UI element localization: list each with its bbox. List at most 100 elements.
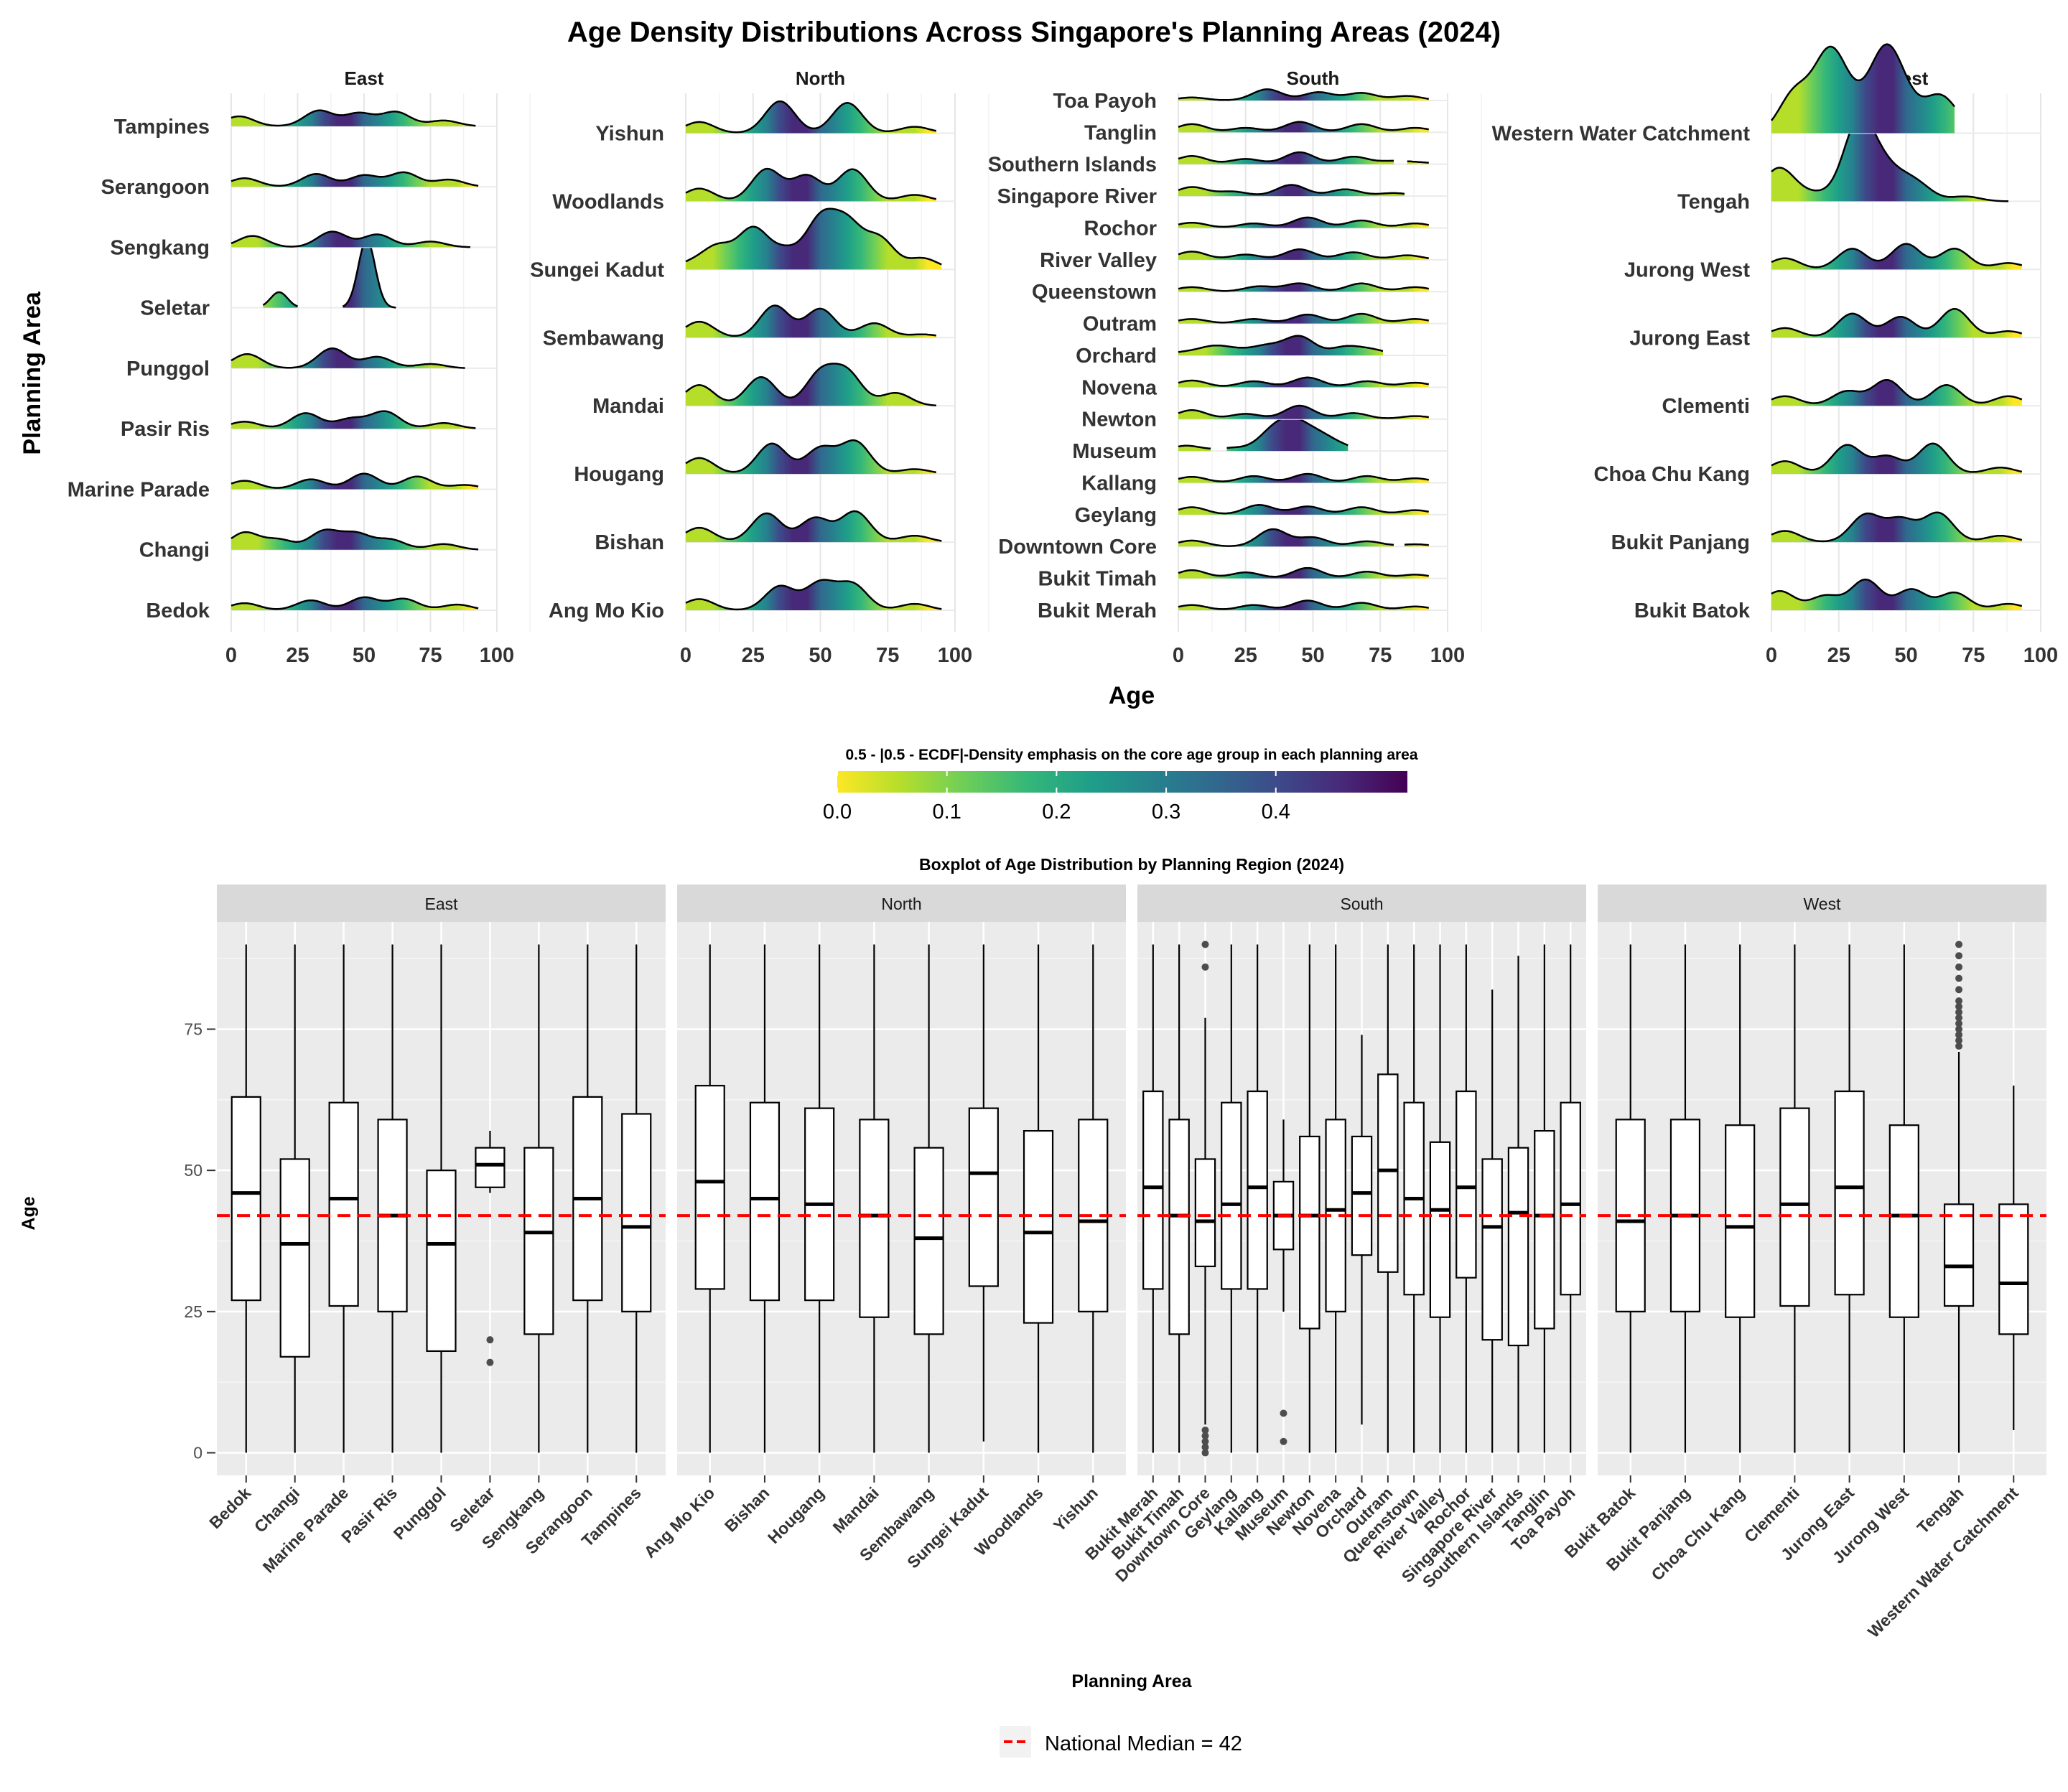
- box-outlier: [1955, 1042, 1963, 1050]
- ridge-outline: [1178, 88, 1429, 101]
- box-iqr: [859, 1119, 890, 1318]
- colorbar-title: 0.5 - |0.5 - ECDF|-Density emphasis on t…: [845, 747, 1417, 763]
- ridge-x-tick-label: 25: [742, 644, 765, 667]
- ridge-outline: [230, 596, 479, 610]
- ridge-area: [686, 169, 936, 202]
- ridge-panel-north: North 0 25 50 75 100 Ang Mo Kio Bishan Hougang Ma…: [530, 67, 989, 667]
- ridge-area-label: Marine Parade: [67, 478, 210, 501]
- box-panel-strip: [677, 885, 1126, 922]
- ridge-outline: [1178, 248, 1429, 259]
- ridge-outline: [1771, 243, 2023, 269]
- ridge-outline: [1178, 528, 1394, 547]
- ridge-area-label: Bishan: [595, 531, 664, 554]
- box-x-tick-label: Bedok: [205, 1483, 254, 1532]
- box-outlier: [1955, 1019, 1963, 1027]
- ridge-outline: [685, 363, 936, 407]
- ridge-outline: [1178, 376, 1429, 387]
- ridge-x-tick-label: 50: [1301, 644, 1324, 667]
- box-outlier: [1955, 1037, 1963, 1045]
- ridge-area: [231, 110, 476, 126]
- ridge-outline: [1404, 543, 1429, 546]
- ridge-area: [686, 208, 942, 270]
- box-y-tick-label: 0: [193, 1444, 202, 1462]
- box-iqr: [426, 1170, 457, 1353]
- ridge-x-tick-label: 100: [480, 644, 514, 667]
- box-iqr: [1247, 1090, 1268, 1290]
- ridge-area-label: Bedok: [146, 599, 210, 622]
- box-outlier: [1955, 1031, 1963, 1039]
- ridge-outline: [1178, 335, 1384, 353]
- ridge-area-label: Singapore River: [997, 185, 1157, 208]
- colorbar-tick-label: 0.0: [823, 801, 852, 823]
- box-x-tick-label: Hougang: [764, 1483, 828, 1547]
- box-outlier: [1955, 1025, 1963, 1033]
- ridge-area-label: River Valley: [1040, 249, 1157, 272]
- ridgeline-chart: East 0 25 50 75 100 Bedok Changi Marine Parade Pa…: [67, 43, 2058, 667]
- box-title: Boxplot of Age Distribution by Planning …: [919, 855, 1344, 874]
- ridge-area: [1226, 416, 1349, 452]
- ridge-outline: [1178, 121, 1429, 131]
- box-panel-title: North: [881, 895, 921, 913]
- ridge-area-label: Mandai: [592, 395, 664, 418]
- box-outlier: [486, 1336, 494, 1344]
- ridge-area: [1178, 474, 1429, 483]
- ridge-area-label: Rochor: [1084, 217, 1158, 240]
- box-y-tick-label: 50: [184, 1161, 202, 1180]
- box-outlier: [1201, 1427, 1209, 1434]
- ridge-outline: [1178, 504, 1429, 515]
- box-iqr: [230, 1096, 261, 1302]
- box-outlier: [1201, 1437, 1209, 1445]
- ridge-area: [263, 292, 298, 308]
- colorbar: 0.5 - |0.5 - ECDF|-Density emphasis on t…: [823, 747, 1418, 823]
- ridge-outline: [1178, 472, 1430, 482]
- ridge-outline: [685, 439, 936, 474]
- ridge-area-label: Newton: [1081, 409, 1157, 431]
- box-iqr: [1998, 1203, 2029, 1335]
- colorbar-tick-label: 0.4: [1262, 801, 1290, 823]
- ridge-x-tick-label: 50: [353, 644, 376, 667]
- ridge-outline: [685, 100, 937, 134]
- ridge-area: [1178, 529, 1394, 547]
- ridge-area-label: Jurong East: [1629, 327, 1750, 350]
- ridge-outline: [1178, 151, 1394, 163]
- ridge-area: [686, 579, 942, 610]
- ridge-area: [231, 411, 476, 429]
- box-iqr: [475, 1147, 506, 1188]
- ridge-area-label: Jurong West: [1624, 258, 1750, 281]
- box-x-tick-label: Yishun: [1050, 1483, 1101, 1535]
- ridge-outline: [1771, 578, 2023, 607]
- ridge-panel-title: North: [796, 67, 845, 89]
- ridge-x-tick-label: 100: [2023, 644, 2058, 667]
- ridge-outline: [1178, 566, 1429, 578]
- ridge-area: [231, 231, 470, 248]
- ridge-area-label: Museum: [1072, 440, 1157, 463]
- ridge-x-axis-label: Age: [1109, 682, 1155, 709]
- box-iqr: [913, 1147, 944, 1335]
- ridge-x-tick-label: 50: [1894, 644, 1917, 667]
- box-iqr: [1023, 1129, 1054, 1324]
- ridge-panel-title: South: [1287, 67, 1340, 89]
- box-x-tick-label: Ang Mo Kio: [641, 1483, 719, 1562]
- ridge-area-label: Downtown Core: [998, 536, 1157, 559]
- ridge-outline: [262, 291, 298, 307]
- box-outlier: [1955, 974, 1963, 982]
- ridge-outline: [1178, 184, 1405, 195]
- ridge-area-label: Ang Mo Kio: [549, 599, 664, 622]
- ridge-outline: [685, 167, 937, 200]
- box-iqr: [1507, 1147, 1529, 1347]
- ridge-area: [1178, 89, 1429, 101]
- ridge-area: [343, 240, 396, 308]
- ridge-area-label: Outram: [1083, 313, 1157, 336]
- ridge-y-axis-label: Planning Area: [19, 291, 46, 454]
- box-x-tick-label: Tengah: [1914, 1483, 1967, 1537]
- ridge-area-label: Sungei Kadut: [530, 258, 664, 281]
- ridge-area: [231, 597, 479, 610]
- ridge-area: [1178, 249, 1429, 260]
- box-panel-title: West: [1804, 895, 1842, 913]
- ridge-area: [1178, 445, 1211, 452]
- box-iqr: [1834, 1090, 1865, 1296]
